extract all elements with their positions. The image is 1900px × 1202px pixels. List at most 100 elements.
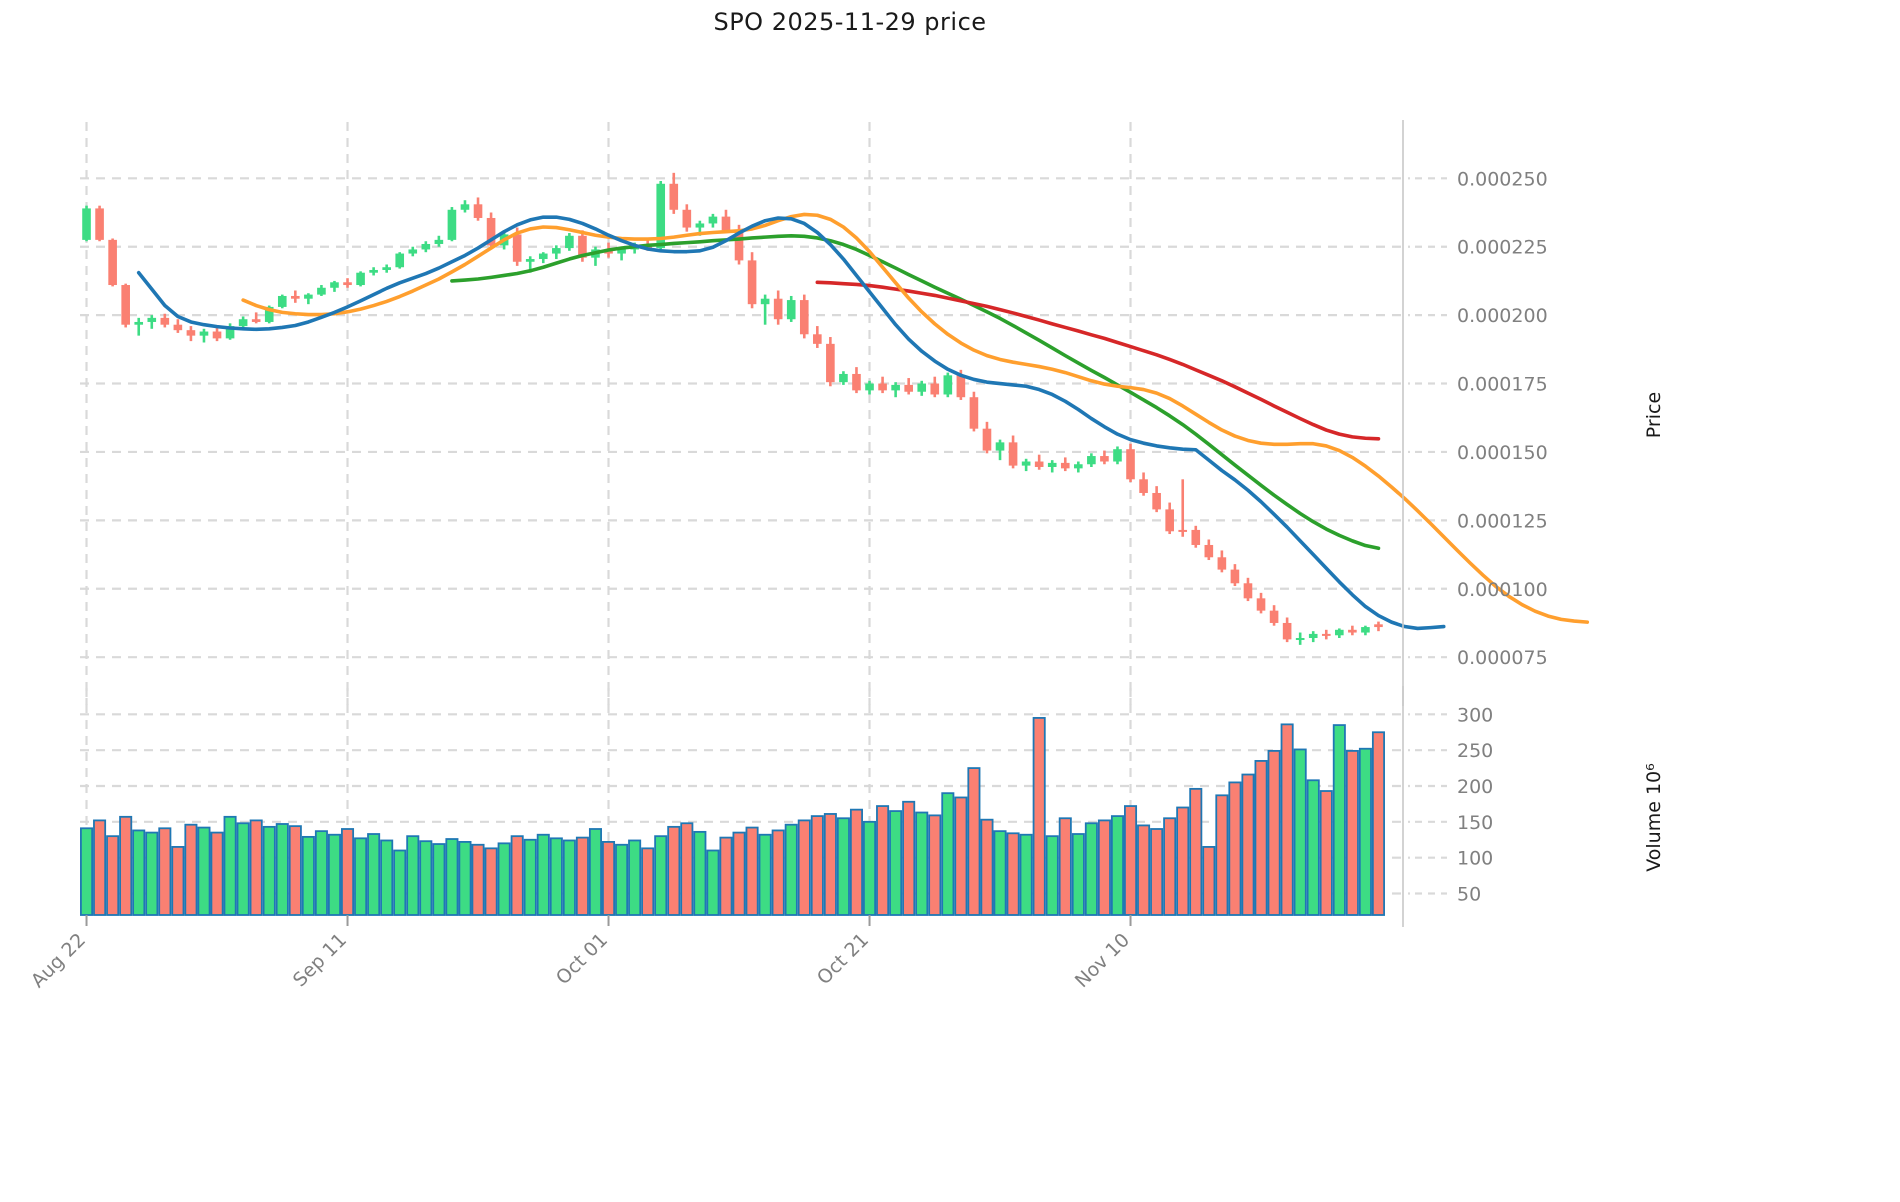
candle-body	[473, 204, 483, 218]
candle-body	[1178, 529, 1188, 532]
volume-bar	[367, 833, 381, 916]
volume-bar	[889, 810, 903, 916]
volume-bar	[471, 843, 485, 916]
candle-body	[1348, 629, 1357, 633]
candle-body	[708, 216, 718, 224]
candle-body	[799, 300, 809, 335]
candle-body	[1034, 461, 1044, 467]
candle-body	[382, 267, 391, 270]
candle-body	[578, 235, 587, 258]
candle-body	[343, 282, 352, 286]
volume-bar	[1032, 717, 1046, 916]
volume-bar	[1215, 794, 1229, 916]
candle-body	[878, 383, 887, 391]
volume-bar	[1006, 832, 1020, 916]
volume-bar	[1345, 749, 1359, 916]
volume-bar	[993, 830, 1007, 916]
candle-body	[734, 230, 744, 261]
candle-body	[1230, 569, 1240, 584]
volume-bar	[119, 815, 133, 916]
volume-bar	[80, 827, 94, 916]
candle-body	[930, 383, 940, 395]
candle-body	[212, 331, 222, 339]
volume-bar	[210, 831, 224, 916]
price-tick-label: 0.000100	[1457, 579, 1548, 601]
candle-body	[1021, 461, 1031, 466]
volume-bar	[1306, 779, 1320, 916]
volume-bar	[341, 828, 355, 916]
candle-body	[1060, 462, 1070, 469]
volume-bar	[745, 826, 759, 916]
price-tick-label: 0.000075	[1457, 647, 1548, 669]
candle-body	[1361, 627, 1370, 633]
volume-bar	[588, 828, 602, 916]
candle-body	[1321, 633, 1331, 636]
volume-bar	[1293, 748, 1307, 916]
candle-body	[421, 243, 431, 250]
candle-body	[199, 331, 209, 336]
candle-body	[173, 324, 183, 331]
volume-bar	[602, 841, 616, 916]
candle-body	[525, 259, 535, 262]
volume-bar	[1371, 731, 1385, 916]
volume-bar	[1124, 805, 1138, 916]
volume-tick-label: 300	[1457, 704, 1493, 726]
price-tick-label: 0.000225	[1457, 237, 1548, 259]
candle-body	[995, 442, 1005, 451]
volume-bar	[928, 814, 942, 916]
candle-body	[186, 330, 196, 336]
volume-bar	[706, 849, 720, 916]
candle-body	[656, 183, 666, 249]
candle-body	[1126, 449, 1135, 480]
volume-bar	[628, 839, 642, 916]
volume-bar	[876, 805, 890, 916]
candle-body	[251, 319, 261, 322]
volume-bar	[1163, 817, 1177, 916]
candle-body	[225, 326, 235, 339]
candle-body	[865, 383, 874, 391]
candle-body	[434, 239, 444, 244]
candle-body	[682, 209, 692, 228]
volume-bar	[1280, 723, 1294, 916]
candle-body	[1113, 449, 1122, 462]
candle-body	[669, 183, 679, 210]
candle-body	[512, 234, 522, 262]
candle-body	[760, 298, 770, 305]
candle-body	[1074, 464, 1083, 469]
candle-body	[1087, 456, 1096, 465]
volume-bar	[980, 818, 994, 916]
ma-extra-long-line	[815, 280, 1381, 441]
volume-bar	[1202, 846, 1216, 916]
volume-bar	[145, 831, 159, 916]
volume-bar	[641, 847, 655, 916]
candle-body	[330, 282, 339, 288]
candle-body	[1335, 629, 1344, 636]
candle-body	[826, 343, 835, 383]
candle-body	[108, 239, 117, 286]
candle-body	[291, 295, 300, 299]
volume-bar	[93, 819, 107, 916]
candle-body	[369, 269, 378, 273]
candle-body	[852, 373, 861, 391]
candle-body	[813, 334, 822, 344]
candle-body	[264, 306, 274, 322]
volume-bar	[510, 835, 524, 916]
candle-body	[1100, 456, 1109, 462]
candle-body	[891, 384, 900, 391]
candle-body	[1191, 529, 1201, 545]
volume-bar	[836, 817, 850, 916]
volume-bar	[1358, 747, 1372, 916]
volume-bar	[1189, 787, 1203, 916]
x-tick-label: Aug 22	[27, 929, 90, 992]
candle-body	[1008, 442, 1018, 466]
candle-body	[277, 295, 287, 307]
volume-bar	[902, 800, 916, 916]
candle-body	[552, 248, 561, 254]
volume-bar	[915, 811, 929, 916]
volume-bar	[667, 825, 681, 916]
candle-body	[1269, 610, 1279, 623]
candle-body	[1243, 583, 1253, 599]
volume-bar	[393, 849, 407, 916]
candle-body	[538, 253, 548, 260]
